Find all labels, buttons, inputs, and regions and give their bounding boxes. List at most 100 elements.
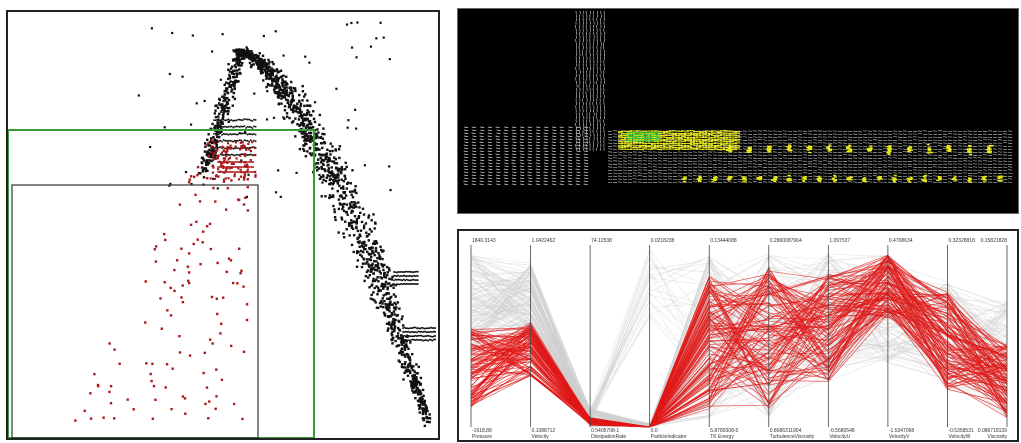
flow-vector (504, 156, 509, 158)
scatter-point (250, 119, 252, 122)
selection-box-dark[interactable] (11, 184, 259, 438)
scatter-point (368, 286, 371, 289)
scatter-point (254, 125, 257, 128)
scatter-point (275, 83, 278, 86)
scatter-point (344, 220, 347, 223)
scatter-point (240, 64, 243, 67)
scatter-point (205, 159, 209, 162)
scatter-point (274, 87, 277, 90)
scatter-point (294, 109, 297, 113)
scatter-point (274, 30, 277, 33)
scatter-point (252, 55, 256, 58)
scatter-point (218, 166, 221, 168)
scatter-point (232, 72, 236, 76)
scatter-point (262, 62, 265, 65)
selection-box-green[interactable] (8, 129, 315, 438)
scatter-point (195, 102, 198, 105)
flow-vector (641, 130, 648, 133)
scatter-point (407, 363, 411, 366)
scatter-point (396, 279, 398, 281)
scatter-point (409, 341, 412, 344)
scatter-point (414, 396, 417, 400)
flow-vector (575, 156, 580, 158)
flow-vector (535, 168, 540, 170)
flow-vector (519, 144, 525, 146)
scatter-point (406, 339, 408, 342)
flow-vector (635, 142, 642, 144)
scatter-point (251, 140, 254, 144)
scatter-point (113, 348, 116, 351)
scatter-point (275, 78, 278, 81)
scatter-point (240, 159, 243, 162)
scatter-point (227, 106, 231, 110)
scatter-point (272, 116, 276, 119)
scatter-point (393, 326, 396, 330)
scatter-point (218, 102, 221, 105)
scatter-point (398, 271, 401, 273)
scatter-point (434, 335, 436, 337)
scatter-point (261, 54, 265, 58)
scatter-point (424, 330, 427, 333)
flow-vector (512, 147, 517, 149)
scatter-point (223, 104, 227, 108)
scatter-point (367, 214, 371, 217)
scatter-point (245, 163, 249, 166)
scatter-point (298, 93, 301, 97)
scatter-point (426, 335, 428, 337)
scatter-point (405, 275, 408, 278)
scatter-point (255, 59, 258, 63)
flow-vector (479, 135, 484, 137)
flow-vector (568, 147, 573, 149)
scatter-point (388, 306, 391, 310)
scatter-point (251, 127, 254, 129)
scatter-point (250, 146, 252, 149)
scatter-point (403, 274, 405, 277)
scatter-point (345, 182, 349, 185)
flow-vector (527, 129, 532, 131)
flow-vector (520, 153, 525, 155)
flow-vector (496, 150, 501, 152)
flow-vector (731, 148, 738, 151)
scatter-point (207, 133, 210, 136)
scatter-point (236, 55, 239, 59)
flow-vector (626, 132, 633, 135)
scatter-point (309, 137, 312, 140)
scatter-point (254, 170, 257, 174)
flow-vector (560, 150, 565, 152)
flow-vector (520, 156, 525, 158)
scatter-point (222, 157, 225, 160)
flow-vector (536, 177, 541, 179)
scatter-point (403, 334, 406, 337)
scatter-point (398, 329, 402, 332)
scatter-point (208, 144, 211, 147)
scatter-point (372, 267, 376, 270)
flow-vector (543, 183, 548, 185)
flow-vector (719, 147, 726, 149)
flow-vector (576, 162, 581, 164)
scatter-point (204, 402, 207, 406)
scatter-point (352, 234, 356, 237)
scatter-point (419, 331, 421, 333)
scatter-point (242, 203, 246, 206)
scatter-point (350, 243, 354, 247)
scatter-point (222, 99, 225, 103)
scatter-point (412, 274, 415, 277)
scatter-point (426, 339, 428, 341)
scatter-point (241, 166, 243, 168)
scatter-point (301, 123, 305, 126)
flow-vector (707, 148, 714, 151)
scatter-point (411, 279, 413, 281)
scatter-point (229, 125, 231, 128)
scatter-point (405, 368, 409, 372)
scatter-point (329, 153, 332, 156)
scatter-point (215, 157, 218, 160)
scatter-point (159, 297, 162, 300)
scatter-point (225, 87, 228, 90)
flow-vector (520, 183, 525, 185)
scatter-point (246, 139, 249, 142)
scatter-point (350, 219, 353, 222)
scatter-point (237, 198, 241, 202)
flow-vector (471, 168, 476, 170)
flow-vector (734, 130, 741, 133)
scatter-point (234, 65, 237, 69)
